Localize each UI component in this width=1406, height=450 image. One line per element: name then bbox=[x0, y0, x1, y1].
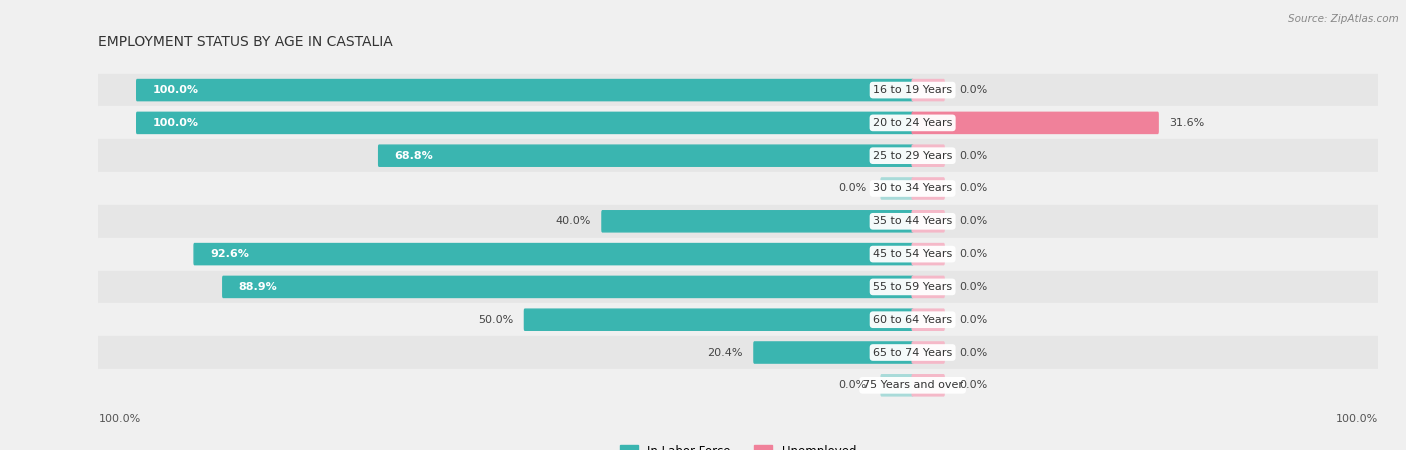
FancyBboxPatch shape bbox=[882, 178, 912, 199]
Text: 25 to 29 Years: 25 to 29 Years bbox=[873, 151, 952, 161]
Text: 45 to 54 Years: 45 to 54 Years bbox=[873, 249, 952, 259]
FancyBboxPatch shape bbox=[98, 270, 1378, 303]
Text: 16 to 19 Years: 16 to 19 Years bbox=[873, 85, 952, 95]
Text: 50.0%: 50.0% bbox=[478, 315, 513, 325]
Text: 75 Years and over: 75 Years and over bbox=[863, 380, 963, 390]
FancyBboxPatch shape bbox=[882, 375, 912, 396]
Text: 0.0%: 0.0% bbox=[959, 249, 987, 259]
FancyBboxPatch shape bbox=[98, 238, 1378, 270]
Text: 0.0%: 0.0% bbox=[959, 85, 987, 95]
FancyBboxPatch shape bbox=[98, 74, 1378, 107]
Text: 0.0%: 0.0% bbox=[959, 216, 987, 226]
Text: 100.0%: 100.0% bbox=[153, 85, 198, 95]
FancyBboxPatch shape bbox=[222, 276, 912, 297]
FancyBboxPatch shape bbox=[912, 211, 943, 232]
FancyBboxPatch shape bbox=[912, 243, 943, 265]
FancyBboxPatch shape bbox=[98, 336, 1378, 369]
FancyBboxPatch shape bbox=[912, 178, 943, 199]
Text: 88.9%: 88.9% bbox=[239, 282, 277, 292]
FancyBboxPatch shape bbox=[98, 140, 1378, 172]
FancyBboxPatch shape bbox=[912, 276, 943, 297]
FancyBboxPatch shape bbox=[98, 303, 1378, 336]
FancyBboxPatch shape bbox=[912, 112, 1159, 134]
FancyBboxPatch shape bbox=[912, 309, 943, 330]
Text: Source: ZipAtlas.com: Source: ZipAtlas.com bbox=[1288, 14, 1399, 23]
Text: 0.0%: 0.0% bbox=[838, 380, 866, 390]
FancyBboxPatch shape bbox=[754, 342, 912, 363]
Text: 100.0%: 100.0% bbox=[1336, 414, 1378, 424]
Text: 0.0%: 0.0% bbox=[959, 282, 987, 292]
Text: 35 to 44 Years: 35 to 44 Years bbox=[873, 216, 952, 226]
Text: 30 to 34 Years: 30 to 34 Years bbox=[873, 184, 952, 194]
Text: 0.0%: 0.0% bbox=[959, 184, 987, 194]
FancyBboxPatch shape bbox=[912, 342, 943, 363]
Text: 65 to 74 Years: 65 to 74 Years bbox=[873, 347, 952, 357]
Text: 100.0%: 100.0% bbox=[98, 414, 141, 424]
Text: 40.0%: 40.0% bbox=[555, 216, 591, 226]
FancyBboxPatch shape bbox=[524, 309, 912, 330]
Text: 20 to 24 Years: 20 to 24 Years bbox=[873, 118, 952, 128]
Text: 100.0%: 100.0% bbox=[153, 118, 198, 128]
Text: 0.0%: 0.0% bbox=[959, 151, 987, 161]
Text: 68.8%: 68.8% bbox=[395, 151, 433, 161]
FancyBboxPatch shape bbox=[98, 205, 1378, 238]
Text: 60 to 64 Years: 60 to 64 Years bbox=[873, 315, 952, 325]
Text: 92.6%: 92.6% bbox=[209, 249, 249, 259]
Text: 55 to 59 Years: 55 to 59 Years bbox=[873, 282, 952, 292]
FancyBboxPatch shape bbox=[912, 80, 943, 101]
Text: 0.0%: 0.0% bbox=[959, 315, 987, 325]
FancyBboxPatch shape bbox=[136, 112, 912, 134]
Text: 0.0%: 0.0% bbox=[838, 184, 866, 194]
FancyBboxPatch shape bbox=[98, 369, 1378, 402]
Legend: In Labor Force, Unemployed: In Labor Force, Unemployed bbox=[616, 440, 860, 450]
FancyBboxPatch shape bbox=[194, 243, 912, 265]
Text: EMPLOYMENT STATUS BY AGE IN CASTALIA: EMPLOYMENT STATUS BY AGE IN CASTALIA bbox=[98, 36, 394, 50]
FancyBboxPatch shape bbox=[602, 211, 912, 232]
Text: 0.0%: 0.0% bbox=[959, 380, 987, 390]
Text: 31.6%: 31.6% bbox=[1170, 118, 1205, 128]
Text: 20.4%: 20.4% bbox=[707, 347, 742, 357]
FancyBboxPatch shape bbox=[378, 145, 912, 166]
FancyBboxPatch shape bbox=[912, 145, 943, 166]
FancyBboxPatch shape bbox=[98, 107, 1378, 140]
FancyBboxPatch shape bbox=[98, 172, 1378, 205]
Text: 0.0%: 0.0% bbox=[959, 347, 987, 357]
FancyBboxPatch shape bbox=[912, 375, 943, 396]
FancyBboxPatch shape bbox=[136, 80, 912, 101]
